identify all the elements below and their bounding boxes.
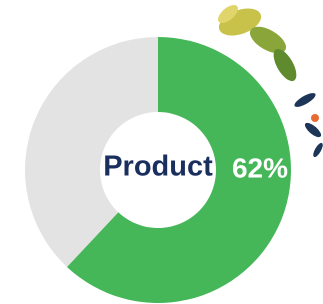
page: {"chart_data": {"type": "donut", "catego…: [0, 0, 323, 304]
category-label: Product: [103, 151, 213, 183]
value-label: 62%: [232, 152, 288, 183]
chart: Product 62%: [0, 0, 323, 304]
